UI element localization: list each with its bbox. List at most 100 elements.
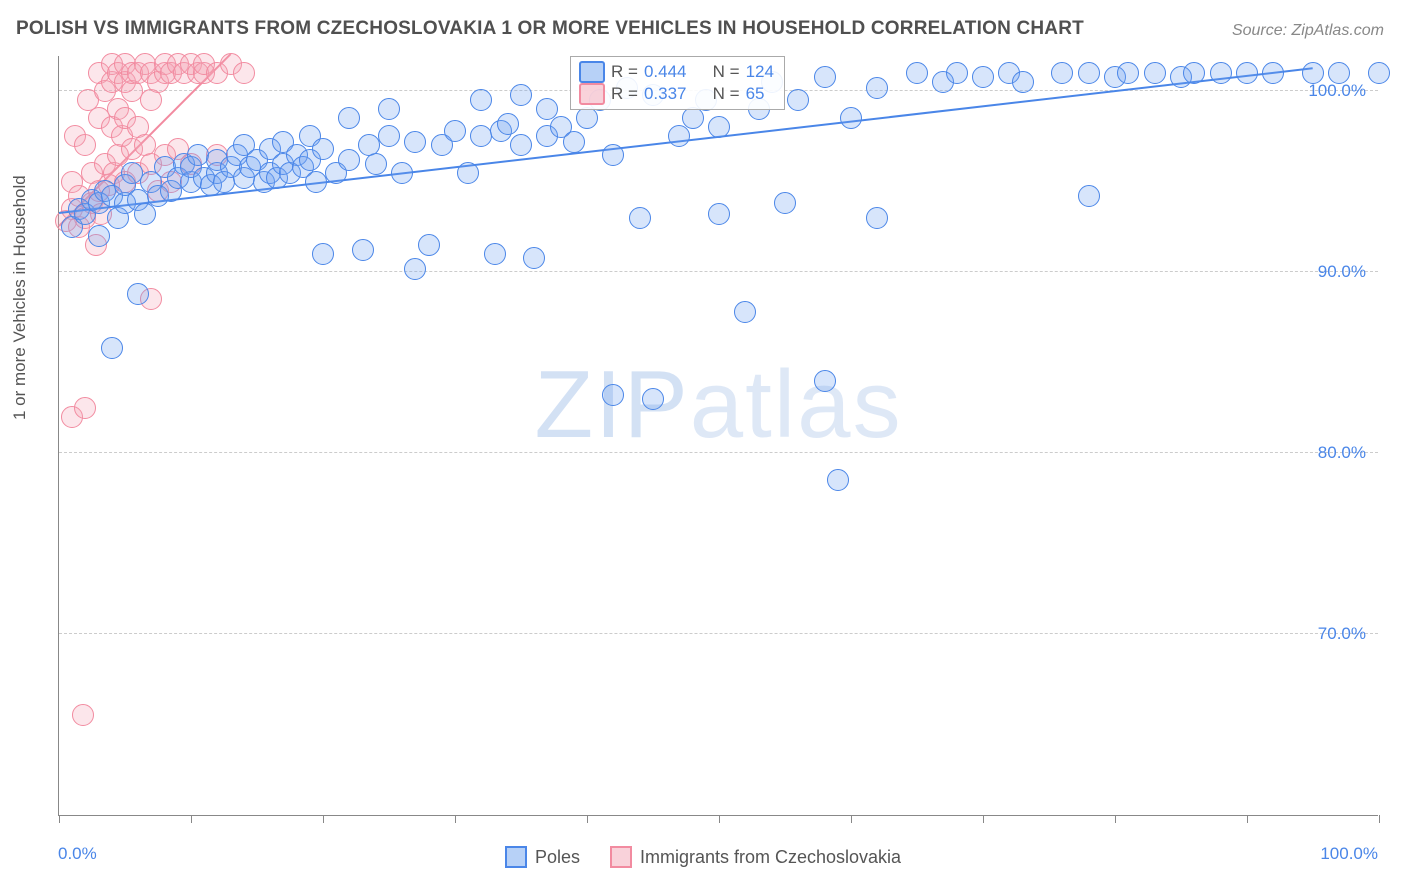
blue-point [787, 89, 809, 111]
blue-point [708, 116, 730, 138]
pink-point [72, 704, 94, 726]
blue-point [378, 98, 400, 120]
blue-point [338, 149, 360, 171]
legend-row: R = 0.444 N = 124 [579, 61, 774, 83]
blue-point [1078, 185, 1100, 207]
blue-point [1262, 62, 1284, 84]
x-tick [1247, 815, 1248, 823]
blue-point [840, 107, 862, 129]
y-axis-label: 1 or more Vehicles in Household [10, 175, 30, 420]
plot-area: ZIPatlas 70.0% 80.0% 90.0% 100.0% [58, 56, 1378, 816]
blue-point [972, 66, 994, 88]
watermark-thin: atlas [690, 351, 903, 458]
blue-point [576, 107, 598, 129]
y-tick-label: 80.0% [1318, 443, 1366, 463]
blue-point [365, 153, 387, 175]
blue-point [1117, 62, 1139, 84]
watermark: ZIPatlas [534, 350, 902, 460]
legend-swatch [505, 846, 527, 868]
blue-point [1078, 62, 1100, 84]
stats-legend: R = 0.444 N = 124R = 0.337 N = 65 [570, 56, 785, 110]
x-tick [983, 815, 984, 823]
blue-point [352, 239, 374, 261]
blue-point [602, 144, 624, 166]
gridline [59, 633, 1378, 634]
source-label: Source: ZipAtlas.com [1232, 22, 1384, 40]
legend-n-label: N = [713, 84, 740, 104]
x-tick [1115, 815, 1116, 823]
blue-point [814, 370, 836, 392]
bottom-legend-item: Poles [505, 846, 580, 868]
y-tick-label: 70.0% [1318, 624, 1366, 644]
legend-swatch [610, 846, 632, 868]
x-tick [851, 815, 852, 823]
blue-point [312, 243, 334, 265]
blue-point [305, 171, 327, 193]
legend-swatch [579, 61, 605, 83]
pink-point [74, 134, 96, 156]
blue-point [1210, 62, 1232, 84]
y-tick-label: 100.0% [1308, 81, 1366, 101]
pink-point [233, 62, 255, 84]
blue-point [866, 207, 888, 229]
legend-r-label: R = [611, 84, 638, 104]
blue-point [121, 162, 143, 184]
legend-label: Immigrants from Czechoslovakia [640, 847, 901, 868]
blue-point [444, 120, 466, 142]
blue-point [563, 131, 585, 153]
y-tick-label: 90.0% [1318, 262, 1366, 282]
blue-point [1236, 62, 1258, 84]
gridline [59, 271, 1378, 272]
x-tick [323, 815, 324, 823]
blue-point [378, 125, 400, 147]
blue-point [946, 62, 968, 84]
blue-point [1328, 62, 1350, 84]
legend-n-label: N = [713, 62, 740, 82]
legend-row: R = 0.337 N = 65 [579, 83, 774, 105]
blue-point [404, 131, 426, 153]
blue-point [1368, 62, 1390, 84]
blue-point [814, 66, 836, 88]
blue-point [134, 203, 156, 225]
blue-point [470, 125, 492, 147]
legend-r-value: 0.337 [644, 84, 687, 104]
blue-point [668, 125, 690, 147]
blue-point [827, 469, 849, 491]
legend-r-value: 0.444 [644, 62, 687, 82]
blue-point [682, 107, 704, 129]
blue-point [187, 144, 209, 166]
blue-point [510, 134, 532, 156]
x-tick [59, 815, 60, 823]
blue-point [642, 388, 664, 410]
x-tick [587, 815, 588, 823]
blue-point [470, 89, 492, 111]
blue-point [88, 225, 110, 247]
blue-point [484, 243, 506, 265]
blue-point [734, 301, 756, 323]
x-tick [719, 815, 720, 823]
blue-point [1012, 71, 1034, 93]
chart-title: POLISH VS IMMIGRANTS FROM CZECHOSLOVAKIA… [16, 18, 1084, 40]
blue-point [523, 247, 545, 269]
x-tick [1379, 815, 1380, 823]
blue-point [418, 234, 440, 256]
blue-point [1144, 62, 1166, 84]
blue-point [906, 62, 928, 84]
blue-point [457, 162, 479, 184]
x-tick [455, 815, 456, 823]
blue-point [1183, 62, 1205, 84]
blue-point [497, 113, 519, 135]
blue-point [391, 162, 413, 184]
blue-point [774, 192, 796, 214]
legend-label: Poles [535, 847, 580, 868]
pink-point [74, 397, 96, 419]
blue-point [602, 384, 624, 406]
blue-point [101, 337, 123, 359]
blue-point [1302, 62, 1324, 84]
x-tick [191, 815, 192, 823]
legend-n-value: 124 [746, 62, 774, 82]
blue-point [127, 283, 149, 305]
legend-swatch [579, 83, 605, 105]
blue-point [338, 107, 360, 129]
legend-r-label: R = [611, 62, 638, 82]
